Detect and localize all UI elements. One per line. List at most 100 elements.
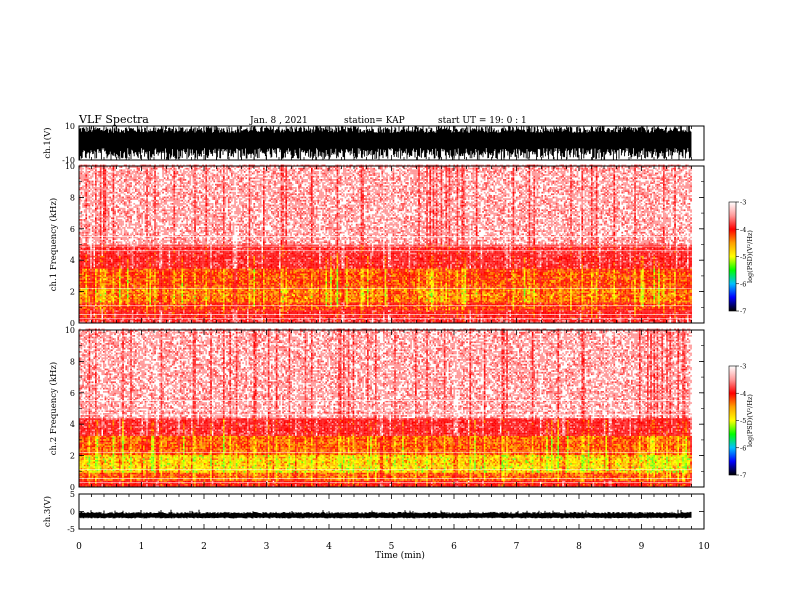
spec1-pixel (89, 278, 91, 280)
spec1-pixel (113, 294, 115, 296)
spec1-pixel (98, 273, 100, 275)
spec1-pixel (159, 241, 161, 243)
spec1-pixel (159, 307, 161, 309)
spec1-pixel (105, 222, 107, 224)
spec1-pixel (154, 265, 156, 267)
spec1-pixel (103, 233, 105, 235)
spec1-pixel (151, 253, 153, 255)
spec1-pixel (84, 277, 86, 279)
spec1-pixel (133, 302, 135, 304)
spec1-pixel (122, 203, 124, 205)
spec1-pixel (84, 205, 86, 207)
spec1-pixel (153, 203, 155, 205)
spec1-pixel (106, 230, 108, 232)
spec1-pixel (106, 217, 108, 219)
spec1-pixel (137, 254, 139, 256)
spec1-pixel (164, 267, 166, 269)
spec1-pixel (122, 173, 124, 175)
spec1-pixel (89, 270, 91, 272)
spec1-pixel (113, 219, 115, 221)
spec1-pixel (165, 299, 167, 301)
spec1-pixel (97, 297, 99, 299)
spec1-pixel (165, 272, 167, 274)
spec1-pixel (89, 216, 91, 218)
spec1-pixel (89, 225, 91, 227)
spec1-pixel (121, 243, 123, 245)
spec1-pixel (141, 246, 143, 248)
spec1-pixel (93, 304, 95, 306)
spec1-pixel (103, 302, 105, 304)
spec1-pixel (146, 297, 148, 299)
spec1-pixel (164, 251, 166, 253)
spec1-pixel (105, 281, 107, 283)
spec1-pixel (164, 254, 166, 256)
spec1-pixel (81, 261, 83, 263)
spec1-pixel (154, 219, 156, 221)
spec1-pixel (146, 190, 148, 192)
spec1-pixel (137, 168, 139, 170)
spec1-pixel (82, 203, 84, 205)
spec1-pixel (141, 230, 143, 232)
spec1-pixel (84, 257, 86, 259)
spec1-pixel (143, 310, 145, 312)
spec1-pixel (108, 189, 110, 191)
spec1-pixel (159, 309, 161, 311)
spec1-pixel (87, 302, 89, 304)
spec1-pixel (156, 238, 158, 240)
spec1-pixel (167, 291, 169, 293)
spec1-pixel (161, 291, 163, 293)
spec1-pixel (93, 232, 95, 234)
spec1-pixel (130, 256, 132, 258)
spec1-pixel (101, 205, 103, 207)
spec1-pixel (162, 213, 164, 215)
spec1-pixel (135, 206, 137, 208)
spec1-pixel (90, 293, 92, 295)
spec1-pixel (82, 269, 84, 271)
spec1-pixel (87, 246, 89, 248)
spec1-pixel (154, 283, 156, 285)
spec1-pixel (121, 312, 123, 314)
spec1-pixel (121, 304, 123, 306)
spec1-pixel (130, 222, 132, 224)
spec1-pixel (124, 275, 126, 277)
spec1-pixel (167, 277, 169, 279)
spec1-pixel (145, 251, 147, 253)
spec1-pixel (87, 221, 89, 223)
spec1-pixel (130, 169, 132, 171)
spec1-pixel (129, 200, 131, 202)
spec1-pixel (93, 187, 95, 189)
spec1-pixel (90, 184, 92, 186)
spec1-pixel (127, 205, 129, 207)
spec1-pixel (130, 197, 132, 199)
spec1-pixel (138, 299, 140, 301)
spec1-pixel (145, 246, 147, 248)
spec1-pixel (116, 248, 118, 250)
spec1-pixel (156, 273, 158, 275)
spec1-pixel (135, 179, 137, 181)
spec1-pixel (114, 261, 116, 263)
spec1-pixel (100, 299, 102, 301)
spec1-pixel (89, 261, 91, 263)
spec1-pixel (153, 205, 155, 207)
spec1-pixel (157, 195, 159, 197)
spec1-pixel (97, 265, 99, 267)
spec1-pixel (169, 171, 171, 173)
spec1-pixel (138, 181, 140, 183)
spec1-pixel (157, 256, 159, 258)
spec1-pixel (129, 179, 131, 181)
spec1-pixel (129, 198, 131, 200)
spec1-pixel (141, 262, 143, 264)
spec1-pixel (130, 301, 132, 303)
spec1-pixel (98, 296, 100, 298)
spec1-pixel (85, 251, 87, 253)
spec1-pixel (137, 224, 139, 226)
spec1-pixel (157, 273, 159, 275)
spec1-pixel (133, 272, 135, 274)
spec1-pixel (154, 214, 156, 216)
spec1-pixel (113, 214, 115, 216)
spec1-pixel (135, 265, 137, 267)
spec1-pixel (135, 293, 137, 295)
spec1-pixel (113, 189, 115, 191)
spec1-pixel (165, 174, 167, 176)
spec1-pixel (81, 270, 83, 272)
